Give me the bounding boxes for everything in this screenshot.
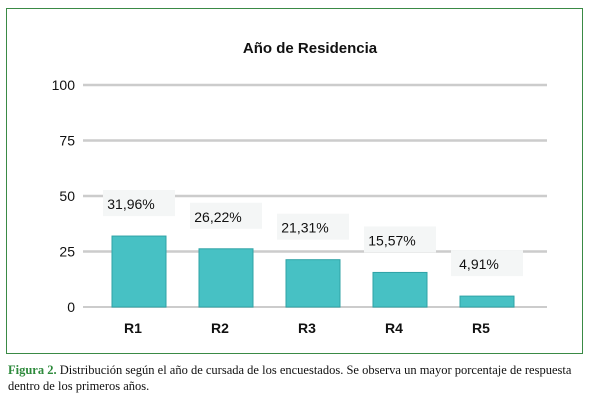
chart-title: Año de Residencia [243,40,378,57]
bar-r2 [198,248,254,308]
figure-caption: Figura 2. Distribución según el año de c… [8,362,582,394]
y-tick-label: 100 [52,77,76,93]
y-axis-ticks: 100 75 50 25 0 [52,77,76,315]
x-tick-label-r2: R2 [211,320,229,336]
bar-r4 [372,271,428,308]
data-label-background [190,202,262,229]
x-tick-label-r1: R1 [124,320,142,336]
bar-r3 [285,259,341,308]
data-label-background [277,213,349,240]
bar-chart: Año de Residencia 100 75 50 25 0 31,96% 26,22… [52,40,547,336]
y-tick-label: 0 [67,299,75,315]
caption-text: Distribución según el año de cursada de … [8,363,572,393]
data-label-r4: 15,57% [368,232,415,248]
y-tick-label: 75 [59,133,75,149]
x-tick-label-r4: R4 [385,320,403,336]
x-axis-ticks: R1 R2 R3 R4 R5 [124,320,490,336]
data-label-background [364,226,436,253]
bar-r5 [459,295,515,308]
data-labels: 31,96% 26,22% 21,31% 15,57% 4,91% [103,190,523,277]
caption-label: Figura 2. [8,363,57,377]
data-label-background [103,190,175,217]
y-tick-label: 50 [59,188,75,204]
data-label-background [451,250,523,277]
x-tick-label-r5: R5 [472,320,490,336]
bars [111,235,515,308]
figure-frame: Año de Residencia 100 75 50 25 0 31,96% 26,22… [6,8,583,354]
data-label-r1: 31,96% [107,196,154,212]
data-label-r5: 4,91% [459,256,499,272]
bar-r1 [111,235,167,308]
y-tick-label: 25 [59,244,75,260]
x-tick-label-r3: R3 [298,320,316,336]
data-label-r3: 21,31% [281,220,328,236]
data-label-r2: 26,22% [194,209,241,225]
